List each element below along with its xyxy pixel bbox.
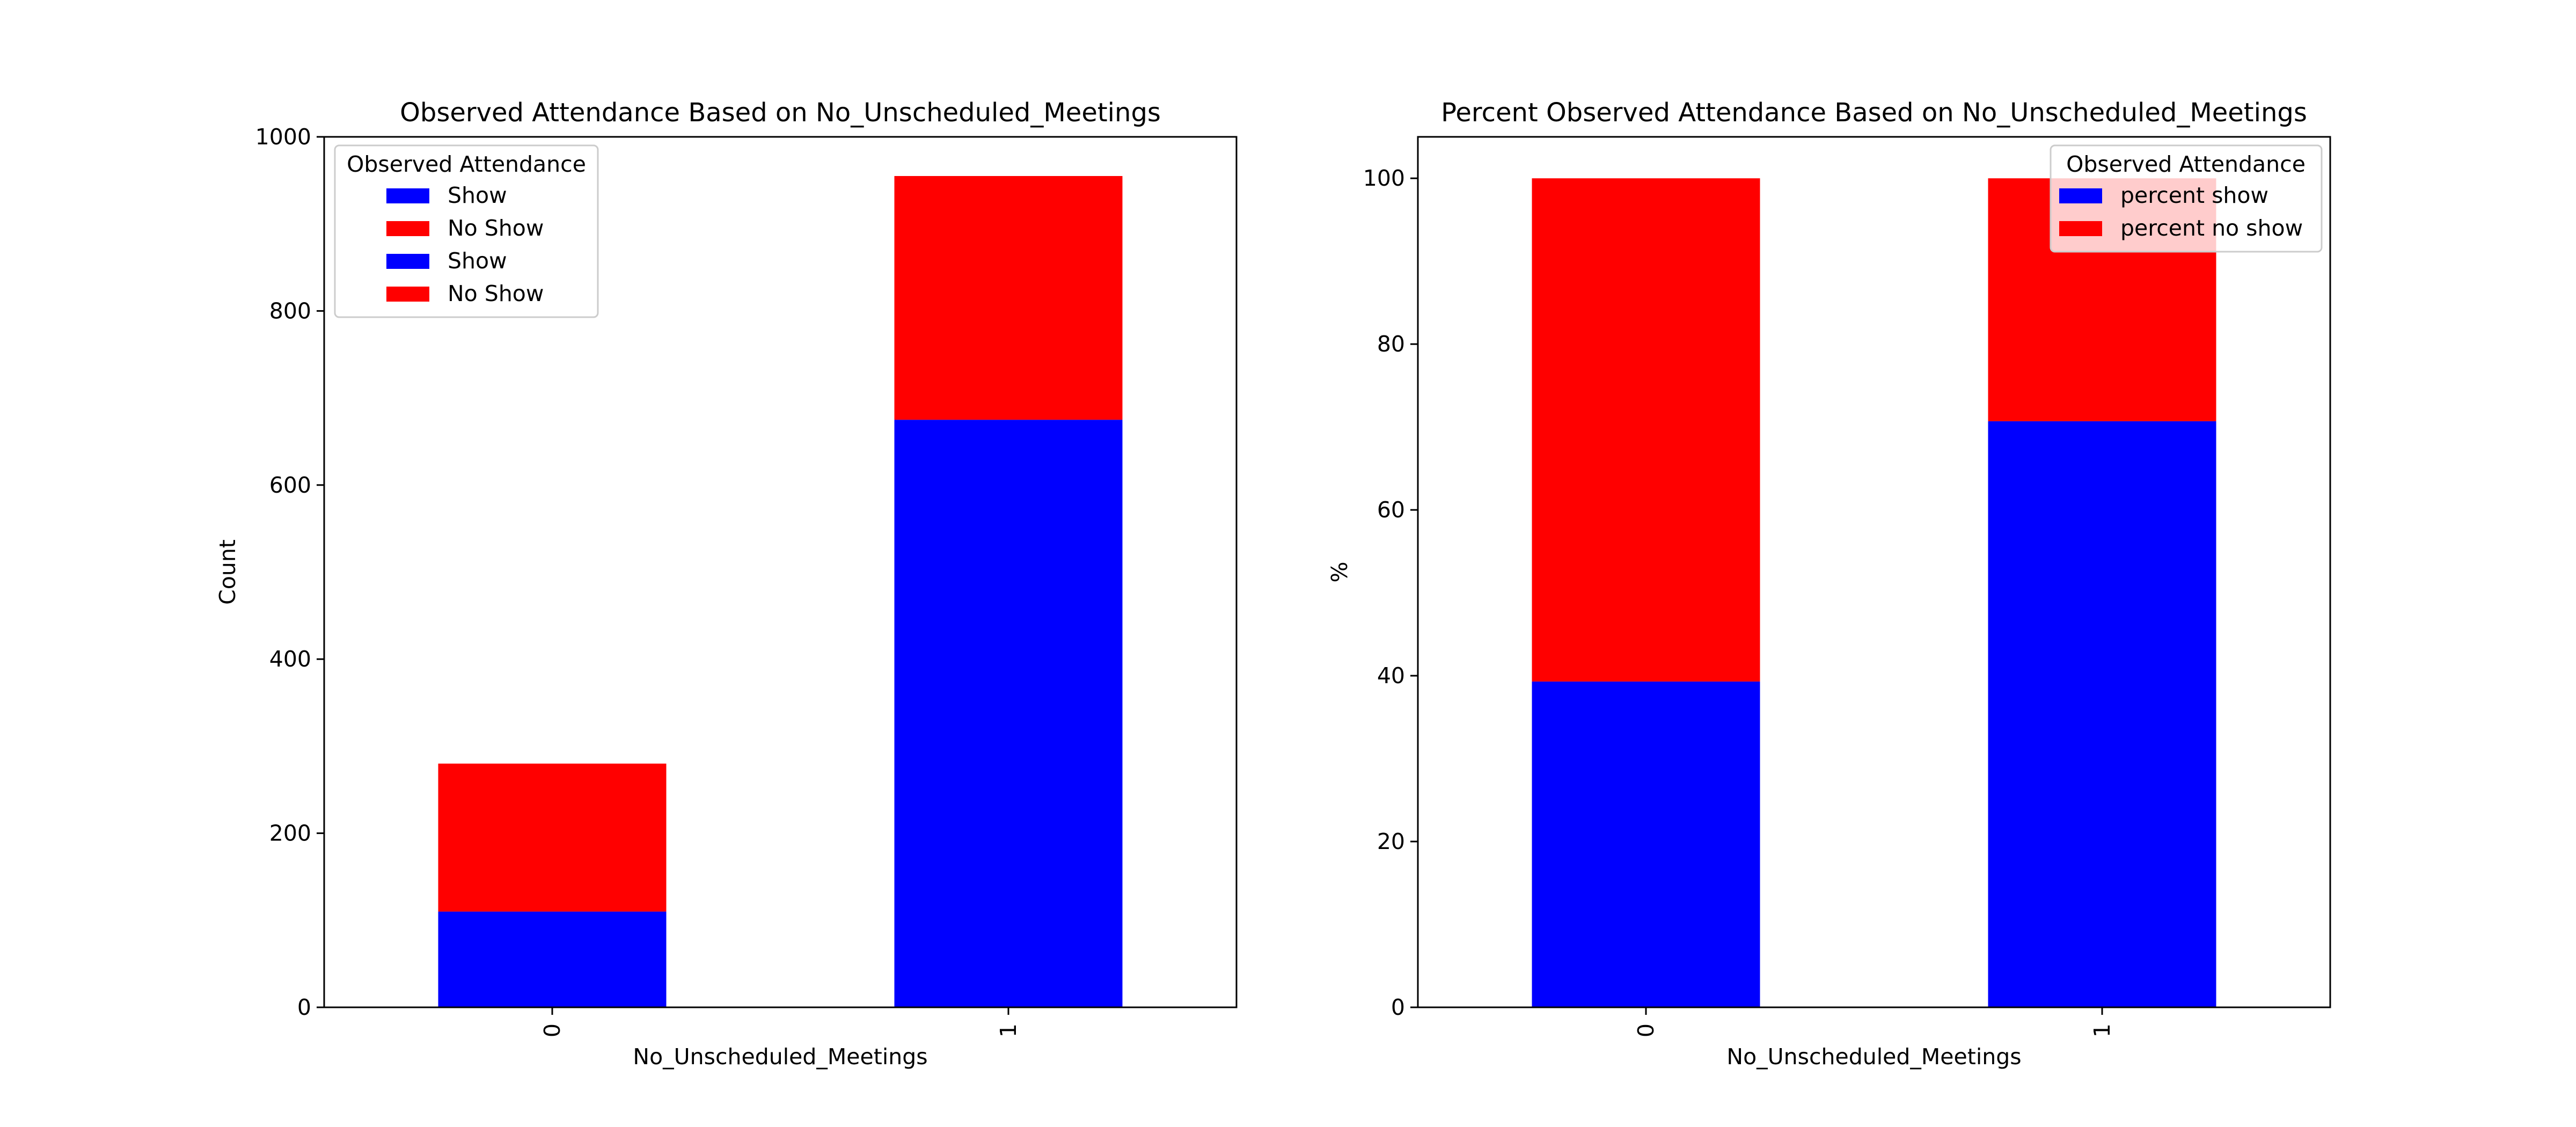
legend-entries: Show No Show Show No Show <box>386 182 544 306</box>
y-tick-label: 400 <box>269 646 311 672</box>
chart-title: Percent Observed Attendance Based on No_… <box>1441 98 2307 128</box>
bar-percent-show-0 <box>1532 681 1760 1007</box>
y-tick-label: 80 <box>1377 331 1405 357</box>
y-tick-label: 0 <box>1391 994 1405 1020</box>
legend: Observed Attendance percent showpercent … <box>2050 144 2323 253</box>
chart-title: Observed Attendance Based on No_Unschedu… <box>400 98 1161 128</box>
bar-show-1 <box>894 420 1123 1007</box>
x-tick-label: 0 <box>1633 1023 1659 1037</box>
y-tick-label: 0 <box>297 994 311 1020</box>
plot-frame <box>1417 136 2331 1008</box>
y-tick-label: 100 <box>1363 165 1405 191</box>
bar-percent-show-1 <box>1988 421 2216 1008</box>
legend-label: No Show <box>448 215 544 241</box>
x-tick-label: 1 <box>996 1023 1021 1037</box>
y-tick-label: 600 <box>269 472 311 498</box>
legend-label: Show <box>448 182 507 208</box>
y-tick-label: 1000 <box>255 124 311 150</box>
x-tick-label: 1 <box>2089 1023 2115 1037</box>
y-ticks: 0 200 400 600 800 1000 <box>255 124 324 1020</box>
y-ticks: 0 20 40 60 80 100 <box>1363 165 1418 1020</box>
legend-entries: percent show percent no show <box>2059 182 2303 241</box>
legend-label: percent no show <box>2120 215 2303 241</box>
legend-swatch <box>386 221 429 236</box>
legend-label: percent show <box>2120 182 2268 208</box>
bar-show-0 <box>438 911 667 1007</box>
y-axis-label: Count <box>215 539 240 605</box>
y-tick-label: 40 <box>1377 663 1405 689</box>
y-axis-label: % <box>1327 562 1352 583</box>
legend-title: Observed Attendance <box>347 151 586 177</box>
y-tick-label: 800 <box>269 298 311 324</box>
y-tick-label: 200 <box>269 821 311 846</box>
legend-swatch <box>386 287 429 302</box>
legend-box <box>2050 144 2323 253</box>
x-axis-label: No_Unscheduled_Meetings <box>1726 1044 2021 1070</box>
x-tick-label: 0 <box>539 1023 565 1037</box>
chart-percent: Percent Observed Attendance Based on No_… <box>1327 98 2331 1070</box>
bar-no-show-1 <box>894 175 1123 420</box>
chart-count: Observed Attendance Based on No_Unschedu… <box>215 98 1238 1070</box>
legend-label: No Show <box>448 281 544 306</box>
x-axis-label: No_Unscheduled_Meetings <box>633 1044 927 1070</box>
legend-title: Observed Attendance <box>2066 151 2306 177</box>
plot-frame <box>323 136 1238 1008</box>
y-tick-label: 60 <box>1377 497 1405 523</box>
bar-percent-no-show-0 <box>1532 178 1760 682</box>
legend-swatch <box>2059 221 2102 236</box>
bar-group <box>438 175 1123 1007</box>
legend-swatch <box>386 188 429 203</box>
legend-swatch <box>2059 188 2102 203</box>
legend: Observed Attendance Show No Show Show No Sh… <box>334 144 599 318</box>
bar-no-show-0 <box>438 763 667 912</box>
bar-group <box>1532 178 2216 1008</box>
legend-label: Show <box>448 248 507 274</box>
legend-swatch <box>386 254 429 269</box>
y-tick-label: 20 <box>1377 829 1405 854</box>
